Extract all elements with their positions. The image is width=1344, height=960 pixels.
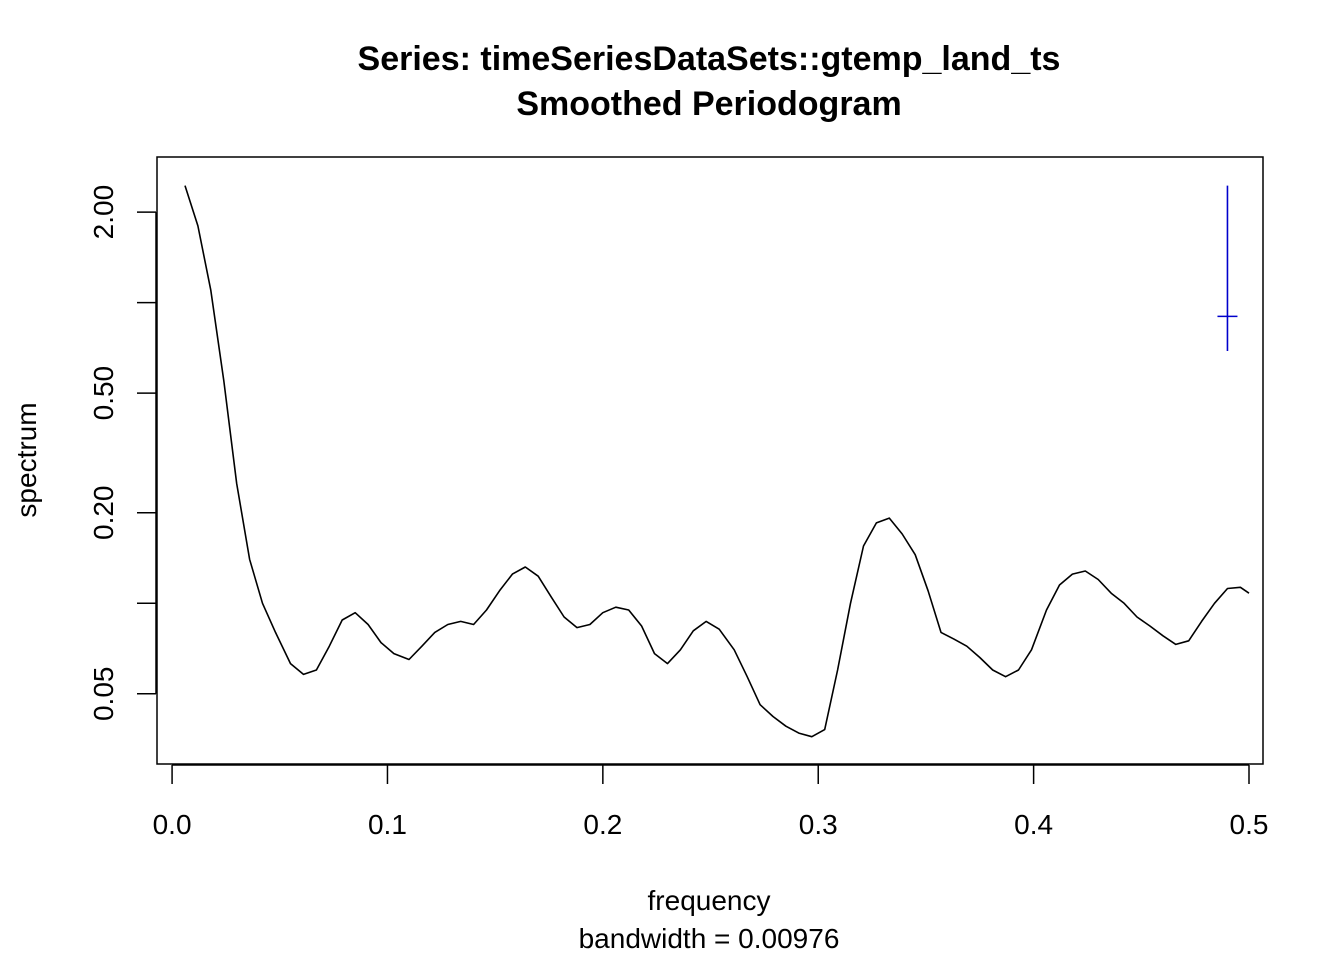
x-axis-sublabel: bandwidth = 0.00976 (579, 923, 840, 954)
y-tick-label: 0.20 (88, 486, 119, 541)
confidence-interval-bar (1217, 185, 1238, 352)
x-axis-label: frequency (648, 885, 771, 916)
plot-frame (156, 156, 1264, 765)
chart-title: Series: timeSeriesDataSets::gtemp_land_t… (358, 40, 1061, 78)
x-axis: 0.0 0.1 0.2 0.3 0.4 0.5 (153, 764, 1269, 840)
x-tick-label: 0.3 (799, 809, 838, 840)
x-tick-label: 0.5 (1230, 809, 1269, 840)
x-tick-label: 0.2 (583, 809, 622, 840)
chart-subtitle: Smoothed Periodogram (516, 85, 901, 123)
y-axis: 0.05 0.20 0.50 2.00 (88, 185, 157, 722)
x-tick-label: 0.1 (368, 809, 407, 840)
y-tick-label: 0.50 (88, 366, 119, 421)
x-tick-label: 0.0 (153, 809, 192, 840)
y-tick-label: 0.05 (88, 667, 119, 722)
y-tick-label: 2.00 (88, 185, 119, 240)
y-axis-label: spectrum (11, 402, 42, 517)
x-tick-label: 0.4 (1014, 809, 1053, 840)
spectrum-line (184, 185, 1250, 738)
